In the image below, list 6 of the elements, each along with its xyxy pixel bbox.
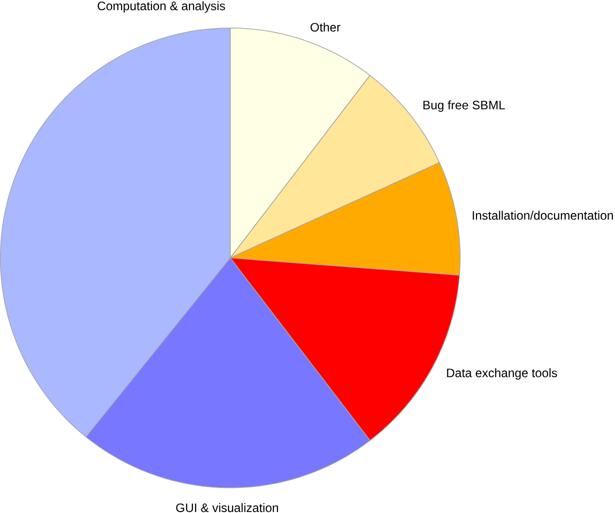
slice-label: Computation & analysis [98, 1, 226, 12]
slice-label: Data exchange tools [447, 368, 558, 380]
slice-label: GUI & visualization [176, 502, 278, 512]
slice-label: Bug free SBML [423, 100, 505, 112]
slice-label: Installation/documentation [472, 210, 613, 220]
slice-label: Other [310, 22, 340, 32]
